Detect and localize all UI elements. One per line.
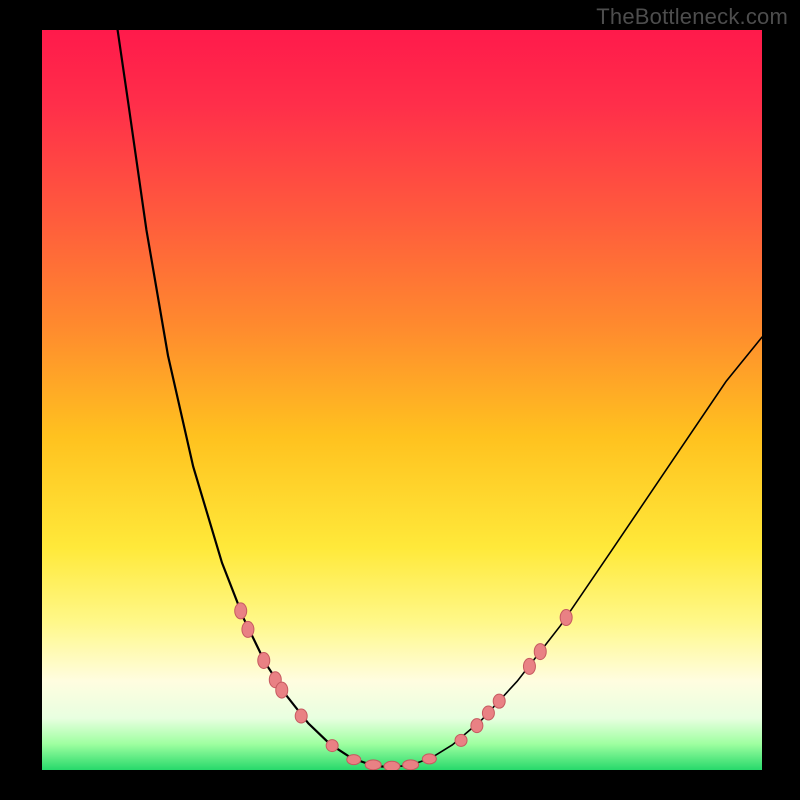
data-point-marker <box>403 760 419 770</box>
data-point-marker <box>455 734 467 746</box>
data-point-marker <box>523 658 535 674</box>
data-point-marker <box>258 652 270 668</box>
data-point-marker <box>384 761 400 771</box>
data-point-marker <box>295 709 307 723</box>
data-point-marker <box>493 694 505 708</box>
data-point-marker <box>422 754 436 764</box>
data-point-marker <box>560 610 572 626</box>
data-point-marker <box>235 603 247 619</box>
data-point-marker <box>326 740 338 752</box>
data-point-marker <box>534 644 546 660</box>
data-point-marker <box>242 621 254 637</box>
data-point-marker <box>347 755 361 765</box>
data-point-marker <box>276 682 288 698</box>
bottleneck-curve-chart <box>0 0 800 800</box>
data-point-marker <box>482 706 494 720</box>
figure-container: TheBottleneck.com <box>0 0 800 800</box>
data-point-marker <box>365 760 381 770</box>
watermark-text: TheBottleneck.com <box>596 4 788 30</box>
data-point-marker <box>471 719 483 733</box>
plot-background-gradient <box>42 30 762 770</box>
